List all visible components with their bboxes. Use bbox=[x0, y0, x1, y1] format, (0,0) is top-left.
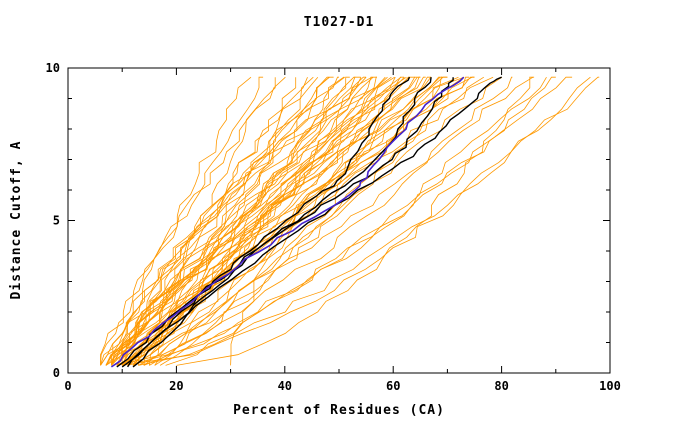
orange-series-line bbox=[154, 76, 503, 366]
orange-series-line bbox=[176, 76, 535, 366]
y-tick-label: 10 bbox=[46, 61, 60, 75]
orange-series-line bbox=[116, 76, 410, 366]
x-tick-label: 100 bbox=[599, 379, 621, 393]
orange-series-line bbox=[138, 76, 356, 366]
orange-series-line bbox=[100, 76, 392, 366]
orange-series-line bbox=[116, 76, 465, 366]
orange-series-line bbox=[100, 76, 252, 366]
orange-series-line bbox=[105, 76, 264, 366]
orange-series-line bbox=[122, 76, 591, 366]
orange-series-group bbox=[100, 76, 600, 366]
x-axis-label: Percent of Residues (CA) bbox=[233, 403, 445, 418]
orange-series-line bbox=[111, 76, 415, 366]
x-tick-label: 60 bbox=[386, 379, 400, 393]
blue-series-line bbox=[110, 76, 465, 368]
orange-series-line bbox=[105, 76, 339, 366]
orange-series-line bbox=[111, 76, 373, 366]
orange-series-line bbox=[100, 76, 330, 366]
orange-series-line bbox=[143, 76, 573, 366]
orange-series-line bbox=[138, 76, 485, 366]
black-series-group bbox=[116, 76, 502, 368]
orange-series-line bbox=[116, 76, 513, 366]
y-tick-label: 5 bbox=[53, 214, 60, 228]
x-tick-label: 80 bbox=[494, 379, 508, 393]
orange-series-line bbox=[159, 76, 448, 366]
orange-series-line bbox=[116, 77, 297, 366]
orange-series-line bbox=[100, 76, 286, 366]
orange-series-line bbox=[154, 76, 421, 366]
black-series-line bbox=[116, 77, 454, 368]
orange-series-line bbox=[132, 76, 459, 366]
x-tick-label: 0 bbox=[64, 379, 71, 393]
black-series-line bbox=[132, 76, 502, 368]
orange-series-line bbox=[148, 76, 405, 366]
orange-series-line bbox=[127, 76, 395, 366]
orange-series-line bbox=[127, 76, 441, 366]
orange-series-line bbox=[121, 76, 345, 366]
x-tick-label: 20 bbox=[169, 379, 183, 393]
orange-series-line bbox=[105, 76, 407, 366]
orange-series-line bbox=[132, 76, 534, 366]
orange-series-line bbox=[111, 76, 442, 366]
orange-series-line bbox=[127, 76, 556, 366]
orange-series-line bbox=[111, 76, 367, 366]
orange-series-line bbox=[132, 76, 388, 366]
axes-group: 0 20 40 60 80 100 0 5 10 bbox=[46, 61, 621, 393]
y-axis-label: Distance Cutoff, A bbox=[9, 141, 24, 300]
orange-series-line bbox=[138, 76, 600, 366]
y-tick-label: 0 bbox=[53, 366, 60, 380]
orange-series-line bbox=[105, 76, 426, 366]
black-series-line bbox=[121, 76, 411, 368]
chart-title: T1027-D1 bbox=[304, 15, 375, 30]
orange-series-line bbox=[111, 77, 396, 366]
x-tick-label: 40 bbox=[278, 379, 292, 393]
blue-series-group bbox=[110, 76, 465, 368]
orange-series-line bbox=[149, 76, 465, 366]
plot-frame bbox=[67, 67, 611, 374]
orange-series-line bbox=[111, 76, 470, 366]
